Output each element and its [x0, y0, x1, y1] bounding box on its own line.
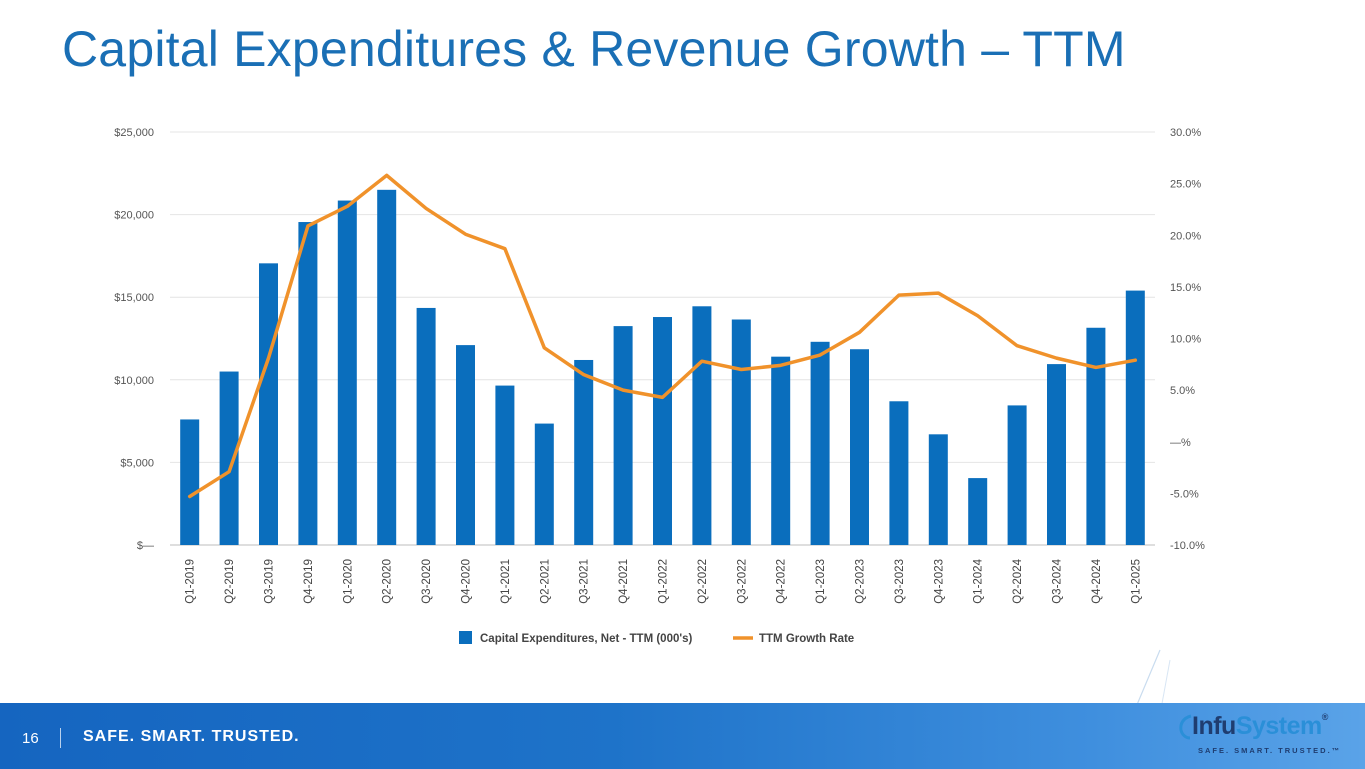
x-tick-label: Q4-2021 [618, 559, 630, 604]
footer-bar: 16 SAFE. SMART. TRUSTED. [0, 703, 1365, 769]
logo-swoosh-icon [1179, 714, 1192, 740]
x-tick-label: Q2-2021 [539, 559, 551, 604]
left-tick-label: $10,000 [114, 375, 154, 387]
chart-legend: Capital Expenditures, Net - TTM (000's) T… [459, 631, 854, 645]
right-tick-label: 25.0% [1170, 179, 1201, 191]
bar-q4-2023 [928, 434, 948, 545]
x-tick-label: Q2-2020 [382, 559, 394, 604]
right-axis-ticks: -10.0% -5.0% —% 5.0% 10.0% 15.0% 20.0% 25.0% 30.… [1170, 127, 1205, 552]
combo-chart: $— $5,000 $10,000 $15,000 $20,000 $25,000 -10… [114, 127, 1205, 645]
bar-q2-2019 [219, 371, 239, 545]
x-tick-label: Q2-2019 [224, 559, 236, 604]
bar-q4-2020 [456, 345, 475, 545]
left-tick-label: $— [137, 540, 154, 552]
logo-wordmark: InfuSystem® [1192, 712, 1328, 740]
bar-q3-2021 [574, 359, 594, 545]
x-tick-label: Q1-2019 [185, 559, 197, 604]
x-tick-label: Q3-2023 [894, 559, 906, 604]
growth-line-layer [187, 173, 1138, 499]
x-tick-label: Q4-2023 [933, 559, 945, 604]
right-tick-label: 20.0% [1170, 230, 1201, 242]
left-tick-label: $20,000 [114, 210, 154, 222]
bar-q1-2020 [337, 200, 357, 546]
logo-subtitle: SAFE. SMART. TRUSTED.™ [1198, 746, 1342, 755]
right-tick-label: 15.0% [1170, 282, 1201, 294]
right-tick-label: 5.0% [1170, 385, 1195, 397]
right-tick-label: -10.0% [1170, 540, 1205, 552]
infusystem-logo: InfuSystem® SAFE. SMART. TRUSTED.™ [1176, 706, 1339, 766]
bar-q2-2024 [1007, 405, 1027, 545]
page-title: Capital Expenditures & Revenue Growth – … [62, 21, 1126, 77]
x-tick-label: Q3-2021 [579, 559, 591, 604]
page-number: 16 [22, 730, 39, 747]
bar-q2-2021 [534, 423, 554, 545]
x-tick-label: Q1-2023 [815, 559, 827, 604]
x-tick-label: Q4-2022 [776, 559, 788, 604]
bar-q4-2021 [613, 326, 633, 545]
bar-q3-2019 [259, 263, 278, 545]
bar-q1-2021 [495, 385, 515, 545]
bar-q1-2022 [653, 317, 672, 545]
right-tick-label: 10.0% [1170, 334, 1201, 346]
x-tick-label: Q3-2019 [264, 559, 276, 604]
right-tick-label: —% [1170, 437, 1191, 449]
right-tick-label: 30.0% [1170, 127, 1201, 139]
x-tick-label: Q1-2024 [973, 558, 985, 603]
bar-q4-2024 [1086, 327, 1106, 545]
legend-bar-swatch [459, 631, 472, 644]
bar-q4-2022 [771, 356, 791, 545]
bar-q2-2023 [850, 349, 869, 545]
bar-q2-2022 [692, 306, 712, 545]
x-tick-label: Q4-2020 [461, 559, 473, 604]
bar-q3-2024 [1047, 364, 1066, 545]
x-tick-label: Q2-2024 [1012, 558, 1024, 603]
x-tick-label: Q1-2021 [500, 559, 512, 604]
left-axis-ticks: $— $5,000 $10,000 $15,000 $20,000 $25,000 [114, 127, 154, 552]
x-tick-label: Q1-2022 [658, 559, 670, 604]
left-tick-label: $5,000 [120, 457, 154, 469]
left-tick-label: $25,000 [114, 127, 154, 139]
capex-bars [180, 189, 1145, 546]
legend-bar-label: Capital Expenditures, Net - TTM (000's) [480, 633, 692, 645]
x-tick-label: Q3-2024 [1052, 558, 1064, 603]
x-tick-label: Q4-2019 [303, 559, 315, 604]
bar-q1-2024 [968, 478, 988, 545]
bar-q3-2022 [731, 319, 751, 545]
bar-q1-2019 [180, 419, 200, 545]
x-tick-label: Q2-2023 [855, 559, 867, 604]
x-tick-label: Q1-2025 [1130, 559, 1142, 604]
bar-q4-2019 [298, 222, 318, 545]
bar-q3-2020 [416, 307, 436, 545]
footer-divider [60, 728, 61, 748]
bar-q3-2023 [889, 401, 909, 545]
x-tick-label: Q2-2022 [697, 559, 709, 604]
x-tick-label: Q3-2020 [421, 559, 433, 604]
x-axis-ticks: Q1-2019 Q2-2019 Q3-2019 Q4-2019 Q1-2020 Q2-20… [185, 558, 1143, 603]
left-tick-label: $15,000 [114, 292, 154, 304]
footer-tagline: SAFE. SMART. TRUSTED. [83, 728, 300, 745]
bar-q1-2023 [810, 341, 830, 545]
bar-q1-2025 [1125, 290, 1145, 545]
x-tick-label: Q1-2020 [342, 559, 354, 604]
legend-line-label: TTM Growth Rate [759, 633, 854, 645]
x-tick-label: Q3-2022 [736, 559, 748, 604]
right-tick-label: -5.0% [1170, 488, 1199, 500]
x-tick-label: Q4-2024 [1091, 558, 1103, 603]
bar-q2-2020 [377, 189, 397, 545]
